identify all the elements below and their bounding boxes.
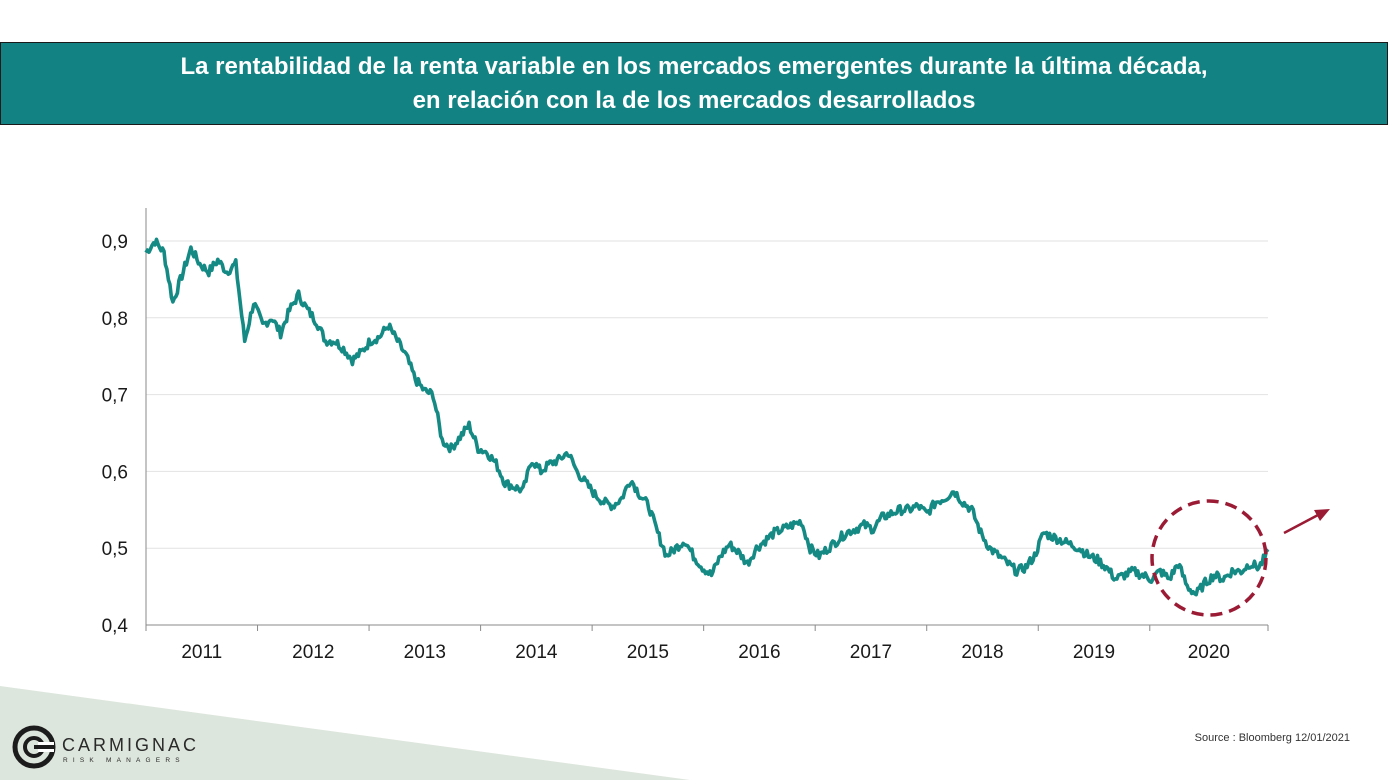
y-tick-label: 0,4 <box>102 616 129 637</box>
line-chart: 0,9 0,8 0,7 0,6 0,5 0,4 2011 2012 2013 2014 2015 20… <box>102 208 1330 663</box>
gridlines <box>146 240 1268 549</box>
x-tick-label: 2020 <box>1188 642 1230 663</box>
y-tick-label: 0,6 <box>102 462 128 483</box>
trend-arrow-head <box>1314 509 1330 521</box>
x-tick-label: 2019 <box>1073 642 1115 663</box>
y-tick-label: 0,8 <box>102 309 128 330</box>
highlight-circle <box>1150 499 1268 617</box>
title-banner: La rentabilidad de la renta variable en … <box>0 42 1388 125</box>
x-tick-label: 2012 <box>292 642 334 663</box>
series-line <box>144 237 1270 597</box>
x-tick-label: 2014 <box>515 642 558 663</box>
tick-labels: 0,9 0,8 0,7 0,6 0,5 0,4 2011 2012 2013 2014 2015 20… <box>102 232 1230 663</box>
logo-tagline: RISK MANAGERS <box>63 757 185 764</box>
x-tick-label: 2018 <box>961 642 1003 663</box>
carmignac-logo: CARMIGNAC RISK MANAGERS <box>12 725 232 771</box>
y-tick-label: 0,9 <box>102 232 128 253</box>
series <box>144 237 1270 597</box>
logo-name: CARMIGNAC <box>62 735 200 755</box>
source-note: Source : Bloomberg 12/01/2021 <box>1194 732 1350 744</box>
x-tick-label: 2013 <box>404 642 446 663</box>
carmignac-logo-icon <box>12 725 56 769</box>
x-tick-label: 2016 <box>738 642 780 663</box>
x-tick-label: 2017 <box>850 642 892 663</box>
title-line-2: en relación con la de los mercados desar… <box>412 86 976 114</box>
x-tick-label: 2015 <box>627 642 669 663</box>
y-tick-label: 0,5 <box>102 539 128 560</box>
trend-arrow-shaft <box>1283 513 1319 535</box>
title-line-1: La rentabilidad de la renta variable en … <box>180 52 1208 80</box>
x-tick-label: 2011 <box>181 642 222 663</box>
y-tick-label: 0,7 <box>102 386 128 407</box>
axes <box>145 208 1269 631</box>
annotations <box>1150 499 1330 617</box>
